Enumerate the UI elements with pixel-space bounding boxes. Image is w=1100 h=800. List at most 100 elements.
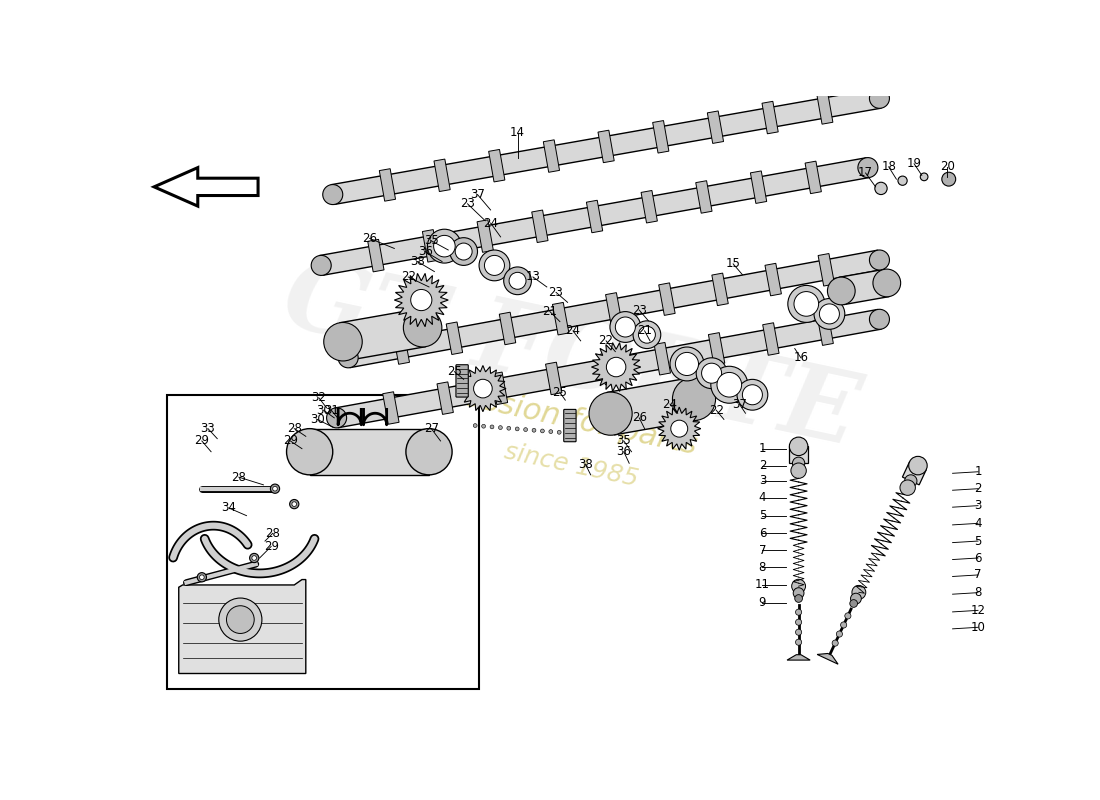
Circle shape bbox=[311, 255, 331, 275]
Circle shape bbox=[840, 622, 847, 628]
Text: 37: 37 bbox=[470, 188, 485, 201]
Circle shape bbox=[820, 304, 839, 324]
Circle shape bbox=[717, 373, 741, 397]
Circle shape bbox=[942, 172, 956, 186]
Text: 22: 22 bbox=[708, 404, 724, 417]
Circle shape bbox=[675, 353, 698, 375]
Polygon shape bbox=[552, 302, 569, 335]
Circle shape bbox=[473, 424, 477, 427]
Polygon shape bbox=[434, 159, 450, 191]
Circle shape bbox=[793, 588, 804, 598]
Circle shape bbox=[491, 425, 494, 429]
Text: 27: 27 bbox=[424, 422, 439, 435]
Circle shape bbox=[271, 484, 279, 494]
Text: 23: 23 bbox=[549, 286, 563, 299]
Circle shape bbox=[795, 629, 802, 635]
Text: 16: 16 bbox=[793, 351, 808, 364]
Circle shape bbox=[507, 426, 510, 430]
Circle shape bbox=[696, 358, 727, 389]
Text: 4: 4 bbox=[759, 491, 767, 505]
Circle shape bbox=[836, 631, 843, 637]
Circle shape bbox=[273, 486, 277, 491]
Polygon shape bbox=[331, 89, 881, 205]
Text: 7: 7 bbox=[759, 544, 767, 557]
Text: 6: 6 bbox=[975, 551, 982, 565]
Circle shape bbox=[874, 182, 887, 194]
Polygon shape bbox=[488, 150, 505, 182]
Circle shape bbox=[850, 594, 861, 604]
Circle shape bbox=[851, 586, 866, 599]
Text: 36: 36 bbox=[616, 446, 631, 458]
Circle shape bbox=[219, 598, 262, 641]
Polygon shape bbox=[659, 283, 675, 315]
Polygon shape bbox=[477, 220, 494, 252]
Text: 5: 5 bbox=[759, 509, 766, 522]
Polygon shape bbox=[654, 342, 671, 375]
Text: 28: 28 bbox=[265, 527, 280, 540]
Polygon shape bbox=[817, 654, 838, 664]
Circle shape bbox=[858, 158, 878, 178]
Circle shape bbox=[869, 88, 890, 108]
Polygon shape bbox=[447, 322, 463, 354]
Circle shape bbox=[322, 185, 343, 205]
FancyBboxPatch shape bbox=[563, 410, 576, 442]
Circle shape bbox=[252, 556, 256, 560]
Circle shape bbox=[909, 456, 927, 475]
Text: 8: 8 bbox=[975, 586, 981, 599]
Text: 22: 22 bbox=[598, 334, 614, 347]
Circle shape bbox=[702, 363, 722, 383]
FancyBboxPatch shape bbox=[455, 365, 469, 397]
Circle shape bbox=[450, 238, 477, 266]
Text: 1: 1 bbox=[975, 466, 982, 478]
Text: 4: 4 bbox=[975, 517, 982, 530]
Polygon shape bbox=[790, 446, 807, 463]
Text: 32: 32 bbox=[311, 391, 327, 404]
Text: 34: 34 bbox=[221, 502, 236, 514]
Text: 13: 13 bbox=[526, 270, 540, 283]
Circle shape bbox=[869, 310, 890, 330]
Text: 29: 29 bbox=[283, 434, 298, 447]
Polygon shape bbox=[531, 210, 548, 242]
Polygon shape bbox=[818, 254, 835, 286]
Circle shape bbox=[532, 428, 536, 432]
Polygon shape bbox=[600, 352, 616, 385]
Polygon shape bbox=[816, 92, 833, 124]
Polygon shape bbox=[383, 392, 399, 424]
Circle shape bbox=[498, 426, 503, 430]
Circle shape bbox=[794, 594, 803, 602]
Text: 21: 21 bbox=[542, 305, 558, 318]
Circle shape bbox=[484, 255, 505, 275]
Text: 35: 35 bbox=[616, 434, 631, 447]
Circle shape bbox=[289, 499, 299, 509]
Circle shape bbox=[549, 430, 552, 434]
Text: 24: 24 bbox=[483, 217, 498, 230]
Circle shape bbox=[790, 437, 807, 455]
Text: 10: 10 bbox=[970, 621, 986, 634]
Text: 9: 9 bbox=[759, 596, 767, 609]
Circle shape bbox=[478, 250, 509, 281]
Circle shape bbox=[286, 429, 332, 475]
Circle shape bbox=[827, 277, 855, 305]
Circle shape bbox=[795, 609, 802, 615]
Polygon shape bbox=[492, 372, 507, 405]
Circle shape bbox=[792, 457, 805, 470]
Circle shape bbox=[540, 429, 544, 433]
Circle shape bbox=[410, 290, 432, 310]
Circle shape bbox=[711, 366, 748, 403]
Circle shape bbox=[227, 606, 254, 634]
Text: 35: 35 bbox=[424, 234, 439, 247]
Circle shape bbox=[609, 311, 640, 342]
Text: 6: 6 bbox=[759, 527, 767, 540]
Circle shape bbox=[327, 408, 346, 428]
Circle shape bbox=[404, 309, 442, 347]
Polygon shape bbox=[762, 102, 778, 134]
Polygon shape bbox=[334, 310, 881, 428]
Circle shape bbox=[898, 176, 907, 186]
Text: 2: 2 bbox=[759, 459, 767, 472]
Circle shape bbox=[406, 429, 452, 475]
Circle shape bbox=[845, 613, 851, 619]
Text: 29: 29 bbox=[264, 540, 278, 553]
Circle shape bbox=[900, 480, 915, 495]
Polygon shape bbox=[586, 200, 603, 233]
Circle shape bbox=[671, 420, 688, 437]
